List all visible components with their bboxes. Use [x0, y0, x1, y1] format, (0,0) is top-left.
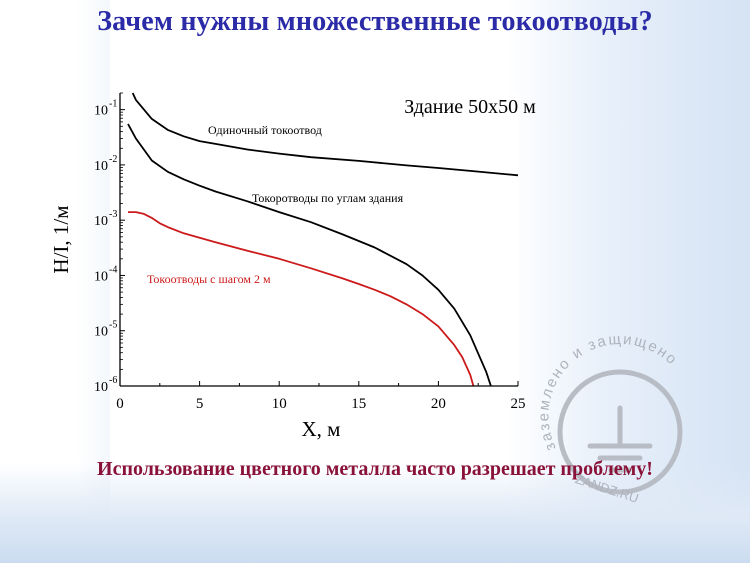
series-label: Токоотводы с шагом 2 м [147, 272, 271, 286]
series-label: Токоротводы по углам здания [252, 191, 404, 205]
plot-area [120, 93, 518, 386]
y-axis-label: Н/I, 1/м [49, 205, 73, 273]
x-axis-label: X, м [302, 417, 341, 441]
y-tick-exponent: -1 [109, 99, 117, 110]
y-tick-exponent: -3 [109, 209, 117, 220]
y-tick-label: 10 [94, 269, 108, 284]
x-tick-label: 5 [196, 396, 204, 412]
background-bottom [0, 463, 750, 563]
x-tick-label: 25 [511, 396, 526, 412]
ground-symbol-icon [587, 405, 653, 473]
y-tick-label: 10 [94, 159, 108, 174]
y-tick-exponent: -2 [109, 154, 117, 165]
watermark-ring [557, 369, 683, 495]
series-line [127, 123, 492, 387]
y-tick-label: 10 [94, 104, 108, 119]
y-tick-label: 10 [94, 325, 108, 340]
y-tick-exponent: -5 [109, 320, 117, 331]
slide-caption: Использование цветного металла часто раз… [97, 458, 653, 480]
chart-title: Здание 50х50 м [404, 96, 536, 118]
slide-title: Зачем нужны множественные токоотводы? [97, 6, 653, 37]
watermark-arc-text: заземлено и защищено [535, 331, 681, 454]
series-1: Одиночный токоотвод [131, 92, 519, 177]
series-line [131, 92, 519, 177]
y-tick-label: 10 [94, 214, 108, 229]
y-tick-exponent: -4 [109, 264, 117, 275]
series-line [128, 211, 475, 387]
x-tick-label: 0 [116, 396, 124, 412]
series-label: Одиночный токоотвод [208, 123, 322, 137]
series-2: Токоротводы по углам здания [127, 123, 492, 387]
x-tick-label: 10 [272, 396, 287, 412]
x-tick-label: 15 [351, 396, 366, 412]
series-3: Токоотводы с шагом 2 м [128, 211, 475, 387]
x-tick-label: 20 [431, 396, 446, 412]
y-tick-exponent: -6 [109, 375, 117, 386]
y-tick-label: 10 [94, 380, 108, 395]
